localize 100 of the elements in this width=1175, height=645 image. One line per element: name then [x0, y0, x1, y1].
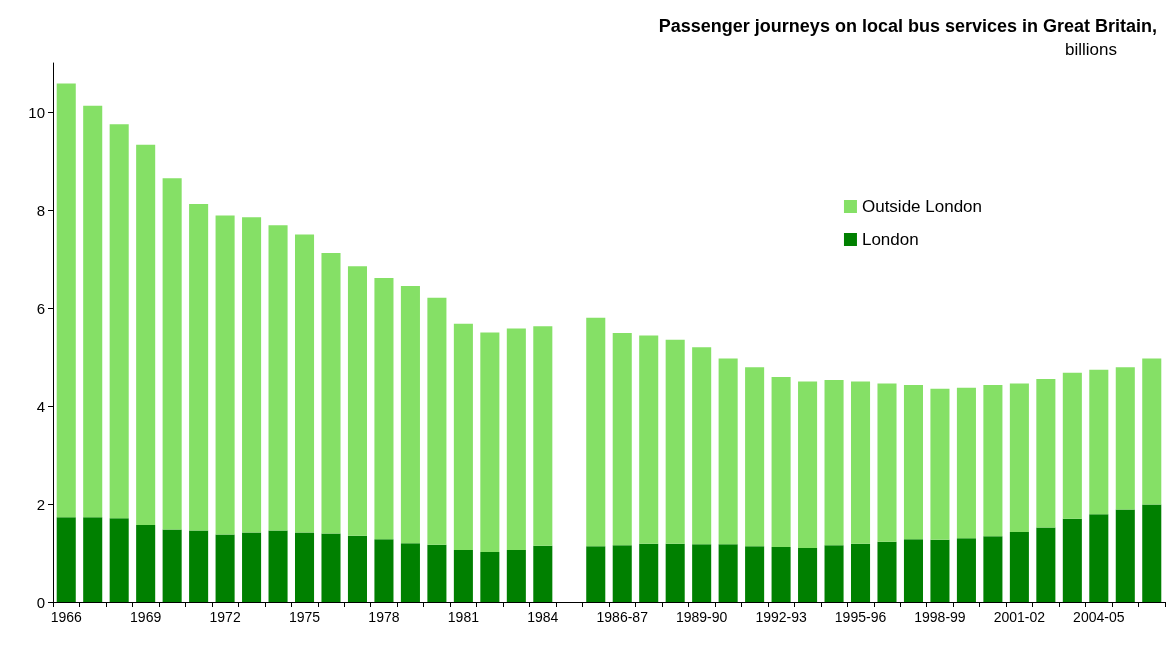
bar	[400, 543, 420, 602]
bar	[268, 225, 288, 531]
bar	[956, 387, 976, 539]
y-tick-label: 2	[36, 495, 45, 513]
bar	[745, 367, 765, 547]
bar	[1062, 372, 1082, 519]
bar	[771, 377, 791, 548]
bar	[1009, 531, 1029, 602]
legend-label: London	[861, 230, 919, 249]
bar	[1062, 518, 1082, 602]
x-tick-label: 1975	[288, 609, 321, 625]
bar	[665, 543, 685, 602]
bar	[215, 215, 235, 535]
bar	[242, 217, 262, 533]
bar	[718, 358, 738, 545]
bar	[109, 124, 129, 519]
bar	[1115, 367, 1135, 510]
bar	[506, 550, 526, 602]
bar	[798, 548, 818, 602]
x-tick-label: 1966	[50, 609, 83, 625]
x-tick-label: 1981	[447, 609, 480, 625]
bar	[427, 297, 447, 545]
bar	[692, 347, 712, 545]
bar	[136, 525, 156, 602]
bar	[824, 545, 844, 602]
bar	[586, 317, 606, 547]
bar	[1142, 358, 1162, 505]
bar	[639, 335, 659, 544]
bar	[83, 105, 103, 518]
y-tick-label: 10	[28, 103, 45, 121]
bar	[453, 550, 473, 602]
bar	[1115, 509, 1135, 602]
bar	[1009, 383, 1029, 532]
bar	[83, 517, 103, 602]
bar	[745, 546, 765, 602]
bar	[374, 278, 394, 540]
bar	[877, 383, 897, 542]
bar	[268, 530, 288, 602]
bar	[109, 518, 129, 602]
bar	[612, 545, 632, 602]
bar	[533, 326, 553, 546]
bar	[480, 552, 500, 602]
bar	[983, 384, 1003, 537]
bar	[692, 544, 712, 602]
bar	[453, 323, 473, 551]
bar	[347, 266, 368, 536]
bar	[956, 538, 976, 602]
bar	[718, 544, 738, 602]
bar	[347, 535, 368, 602]
bar	[930, 388, 950, 540]
x-tick-label: 1969	[130, 609, 162, 625]
bar	[1142, 504, 1162, 602]
x-tick-label: 1984	[527, 609, 559, 625]
bar	[1089, 514, 1109, 602]
bar	[189, 530, 209, 602]
bar	[215, 534, 235, 602]
y-tick-label: 8	[36, 201, 45, 219]
bar	[374, 539, 394, 602]
bar	[294, 234, 315, 533]
bar	[189, 204, 209, 531]
bar	[798, 381, 818, 549]
bar	[136, 144, 156, 526]
bar	[427, 544, 447, 602]
bar	[665, 339, 685, 544]
chart-subtitle: billions	[1065, 40, 1118, 59]
x-tick-label: 1995-96	[834, 609, 887, 625]
x-tick-label: 1998-99	[914, 609, 966, 625]
bar	[903, 539, 924, 602]
bar	[824, 380, 844, 546]
bar	[506, 328, 526, 551]
x-tick-label: 2001-02	[993, 609, 1046, 625]
bar	[1089, 369, 1109, 515]
bar	[480, 332, 500, 553]
bar	[321, 253, 341, 534]
bar	[162, 178, 182, 530]
bar	[612, 332, 632, 546]
bar	[983, 536, 1003, 602]
bar	[1036, 527, 1056, 602]
bar	[533, 545, 553, 602]
x-tick-label: 1972	[209, 609, 241, 625]
bar	[850, 381, 871, 544]
bar	[586, 546, 606, 602]
x-tick-label: 1978	[368, 609, 400, 625]
bar	[321, 533, 341, 602]
y-tick-label: 4	[36, 397, 45, 415]
bar	[162, 529, 182, 602]
bar	[400, 285, 420, 544]
bar	[294, 532, 315, 602]
bar	[1036, 379, 1056, 528]
chart-title: Passenger journeys on local bus services in Great Britain,	[658, 16, 1158, 36]
bar	[639, 543, 659, 602]
bar	[850, 543, 871, 602]
y-tick-label: 6	[36, 299, 45, 317]
bar	[242, 532, 262, 602]
bar	[56, 83, 76, 518]
bar	[877, 541, 897, 602]
y-tick-label: 0	[36, 593, 45, 611]
x-tick-label: 1989-90	[675, 609, 728, 625]
bar	[903, 384, 924, 540]
x-tick-label: 2004-05	[1073, 609, 1125, 625]
